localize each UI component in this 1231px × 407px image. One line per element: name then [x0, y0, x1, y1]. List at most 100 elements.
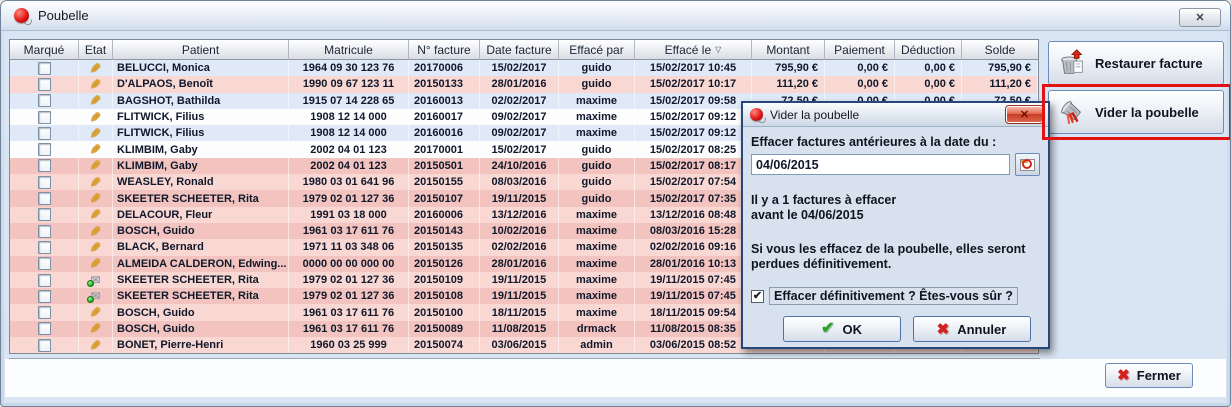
restore-trash-icon: [1061, 49, 1083, 74]
cell-etat: ✉: [79, 288, 113, 305]
col-header-etat[interactable]: Etat: [79, 40, 113, 60]
cell-date-facture: 19/11/2015: [480, 288, 559, 305]
cell-efface-par: maxime: [559, 239, 635, 256]
table-row[interactable]: ✎ BELUCCI, Monica 1964 09 30 123 76 2017000…: [10, 60, 1038, 77]
cell-date-facture: 09/02/2017: [480, 125, 559, 142]
cell-marque: [10, 125, 79, 142]
row-checkbox[interactable]: [37, 192, 51, 206]
pencil-icon: ✎: [90, 337, 101, 353]
row-checkbox[interactable]: [37, 257, 51, 271]
cell-marque: [10, 320, 79, 338]
cell-matricule: 1990 09 67 123 11: [289, 76, 409, 93]
col-header-matricule[interactable]: Matricule: [289, 40, 409, 60]
confirm-checkbox[interactable]: ✔: [751, 289, 764, 303]
cell-efface-le: 11/08/2015 08:35: [635, 320, 752, 338]
row-checkbox[interactable]: [37, 306, 51, 320]
pencil-icon: ✎: [90, 109, 101, 125]
cell-date-facture: 19/11/2015: [480, 190, 559, 207]
cell-date-facture: 15/02/2017: [480, 60, 559, 77]
col-header-n-facture[interactable]: N° facture: [409, 40, 480, 60]
col-header-patient[interactable]: Patient: [113, 40, 289, 60]
cell-matricule: 1908 12 14 000: [289, 108, 409, 126]
cell-efface-le: 15/02/2017 08:17: [635, 157, 752, 175]
pencil-icon: ✎: [90, 158, 101, 174]
row-checkbox[interactable]: [37, 94, 51, 108]
col-header-date-facture[interactable]: Date facture: [480, 40, 559, 60]
cell-n-facture: 20150109: [409, 271, 480, 289]
row-checkbox[interactable]: [37, 77, 51, 91]
row-checkbox[interactable]: [37, 175, 51, 189]
vider-poubelle-dialog: Vider la poubelle ✕ Effacer factures ant…: [741, 101, 1050, 349]
close-x-icon: ✕: [1195, 12, 1205, 24]
row-checkbox[interactable]: [37, 224, 51, 238]
row-checkbox[interactable]: [37, 143, 51, 157]
cell-patient: KLIMBIM, Gaby: [113, 157, 289, 175]
green-dot-icon: [87, 296, 95, 304]
row-checkbox[interactable]: [37, 61, 51, 75]
col-header-paiement[interactable]: Paiement: [825, 40, 895, 60]
ok-button[interactable]: ✔ OK: [782, 316, 901, 342]
cell-etat: ✎: [79, 320, 113, 338]
cell-marque: [10, 222, 79, 240]
cell-n-facture: 20170006: [409, 60, 480, 77]
fermer-label: Fermer: [1136, 368, 1181, 383]
col-header-montant[interactable]: Montant: [752, 40, 825, 60]
cell-efface-par: maxime: [559, 222, 635, 240]
cell-patient: BOSCH, Guido: [113, 320, 289, 338]
dialog-buttons-row: ✔ OK ✖ Annuler: [773, 316, 1040, 342]
dialog-close-x-icon: ✕: [1019, 109, 1030, 121]
table-row[interactable]: ✎ D'ALPAOS, Benoît 1990 09 67 123 11 201501…: [10, 76, 1038, 93]
annuler-button[interactable]: ✖ Annuler: [912, 316, 1031, 342]
calendar-picker-button[interactable]: [1015, 153, 1040, 176]
cell-efface-par: maxime: [559, 125, 635, 142]
row-checkbox[interactable]: [37, 289, 51, 303]
cell-matricule: 1991 03 18 000: [289, 206, 409, 223]
cell-n-facture: 20160006: [409, 206, 480, 223]
cell-marque: [10, 255, 79, 272]
cell-etat: ✉: [79, 271, 113, 289]
cell-patient: ALMEIDA CALDERON, Edwing...: [113, 255, 289, 272]
pencil-icon: ✎: [90, 142, 101, 158]
cell-efface-le: 13/12/2016 08:48: [635, 206, 752, 223]
fermer-button[interactable]: ✖ Fermer: [1105, 363, 1193, 388]
footer-strip: [5, 359, 1226, 397]
window-close-button[interactable]: ✕: [1179, 8, 1221, 27]
row-checkbox[interactable]: [37, 240, 51, 254]
cell-matricule: 1964 09 30 123 76: [289, 60, 409, 77]
empty-trash-button[interactable]: Vider la poubelle: [1048, 90, 1224, 134]
cell-solde: 795,90 €: [962, 60, 1038, 77]
cell-patient: DELACOUR, Fleur: [113, 206, 289, 223]
cell-date-facture: 18/11/2015: [480, 304, 559, 321]
pencil-icon: ✎: [90, 256, 101, 272]
cell-date-facture: 09/02/2017: [480, 108, 559, 126]
pencil-icon: ✎: [90, 239, 101, 255]
restore-invoice-button[interactable]: Restaurer facture: [1048, 41, 1224, 85]
cell-marque: [10, 76, 79, 93]
row-checkbox[interactable]: [37, 338, 51, 352]
col-header-deduction[interactable]: Déduction: [895, 40, 962, 60]
cell-solde: 111,20 €: [962, 76, 1038, 93]
row-checkbox[interactable]: [37, 110, 51, 124]
row-checkbox[interactable]: [37, 273, 51, 287]
row-checkbox[interactable]: [37, 126, 51, 140]
cell-n-facture: 20150501: [409, 157, 480, 175]
col-header-marque[interactable]: Marqué: [10, 40, 79, 60]
cell-etat: ✎: [79, 174, 113, 191]
invoice-count-text: Il y a 1 factures à effacer avant le 04/…: [751, 193, 1040, 223]
col-header-efface-par[interactable]: Effacé par: [559, 40, 635, 60]
cell-n-facture: 20150143: [409, 222, 480, 240]
col-header-efface-le[interactable]: Effacé le ▽: [635, 40, 752, 60]
pencil-icon: ✎: [90, 207, 101, 223]
cell-efface-le: 15/02/2017 07:54: [635, 174, 752, 191]
cell-efface-par: maxime: [559, 92, 635, 109]
row-checkbox[interactable]: [37, 208, 51, 222]
row-checkbox[interactable]: [37, 159, 51, 173]
cell-patient: BLACK, Bernard: [113, 239, 289, 256]
dialog-close-button[interactable]: ✕: [1005, 105, 1044, 124]
date-input[interactable]: [751, 154, 1010, 175]
app-logo-icon: [14, 8, 29, 23]
cell-etat: ✎: [79, 239, 113, 256]
row-checkbox[interactable]: [37, 322, 51, 336]
col-header-solde[interactable]: Solde: [962, 40, 1038, 60]
sent-envelope-icon: ✉: [87, 274, 101, 287]
